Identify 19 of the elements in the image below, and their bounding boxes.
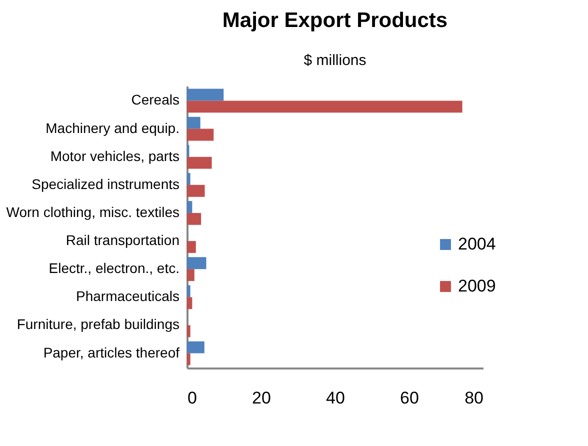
legend-label: 2009 bbox=[458, 276, 496, 296]
x-tick-label: 60 bbox=[400, 388, 419, 408]
y-tick-label: Electr., electron., etc. bbox=[48, 260, 180, 276]
y-tick-label: Furniture, prefab buildings bbox=[16, 316, 180, 332]
x-tick-label: 40 bbox=[326, 388, 345, 408]
y-tick-label: Worn clothing, misc. textiles bbox=[6, 204, 180, 220]
y-tick-label: Rail transportation bbox=[66, 232, 180, 248]
y-tick-label: Pharmaceuticals bbox=[76, 288, 180, 304]
chart-title: Major Export Products bbox=[222, 9, 448, 32]
y-tick-label: Motor vehicles, parts bbox=[50, 148, 180, 164]
legend-label: 2004 bbox=[458, 234, 496, 254]
chart-subtitle: $ millions bbox=[304, 52, 366, 69]
y-tick-label: Machinery and equip. bbox=[46, 120, 180, 136]
x-tick-label: 80 bbox=[464, 388, 484, 408]
x-tick-label: 20 bbox=[252, 388, 271, 408]
y-tick-label: Cereals bbox=[131, 92, 180, 108]
x-tick-label: 0 bbox=[188, 388, 197, 408]
y-tick-label: Paper, articles thereof bbox=[43, 344, 180, 360]
y-tick-label: Specialized instruments bbox=[32, 176, 180, 192]
